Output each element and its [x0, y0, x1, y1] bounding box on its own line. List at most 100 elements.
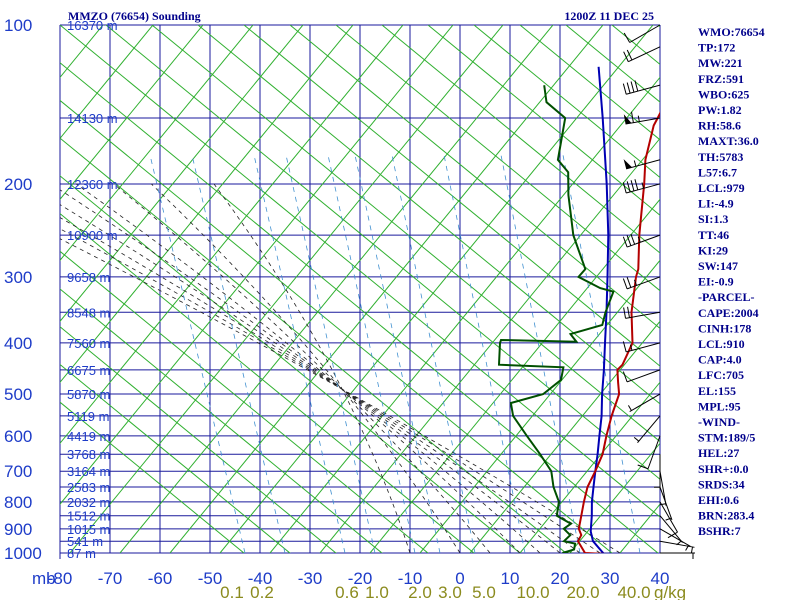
- pressure-tick-label: 900: [4, 520, 32, 539]
- temp-tick-label: 20: [551, 569, 570, 588]
- dry-adiabat: [60, 212, 475, 553]
- wind-barb-staff: [647, 435, 661, 469]
- mixing-ratio-line: [253, 154, 346, 553]
- wind-barb-feather: [622, 236, 628, 248]
- mixing-tick-label: 20.0: [566, 583, 599, 600]
- dry-adiabat: [269, 76, 660, 553]
- wind-barb-feather: [622, 182, 627, 194]
- index-value: EL:155: [698, 384, 736, 398]
- mixing-ratio-lines: [149, 154, 641, 553]
- index-value: LI:-4.9: [698, 197, 734, 211]
- moist-adiabat: [113, 183, 491, 553]
- mixing-ratio-line: [285, 154, 376, 553]
- dry-adiabat: [519, 25, 660, 141]
- temperature-trace: [576, 111, 660, 553]
- dry-adiabat: [60, 363, 291, 553]
- index-value: WBO:625: [698, 87, 749, 101]
- wind-barb-feather: [634, 179, 639, 191]
- dry-adiabat: [381, 25, 660, 254]
- dry-adiabat: [60, 25, 404, 445]
- wind-barb-feather: [623, 307, 627, 319]
- wind-barb-staff: [626, 276, 661, 290]
- wind-barb-half: [633, 279, 637, 286]
- wind-barb-staff: [626, 84, 661, 95]
- temp-tick-label: 30: [601, 569, 620, 588]
- wind-barb-feather: [622, 278, 628, 290]
- moist-adiabat: [75, 183, 521, 553]
- sounding-traces: [497, 66, 660, 553]
- index-value: TT:46: [698, 228, 729, 242]
- moist-adiabat: [60, 217, 581, 553]
- wind-barb-staff: [659, 471, 667, 506]
- wind-barb-feather: [623, 51, 629, 62]
- wind-barb-feather: [626, 82, 631, 94]
- dry-adiabat: [60, 326, 337, 553]
- wind-barb-feather: [622, 341, 627, 353]
- temp-tick-label: -70: [98, 569, 123, 588]
- mixing-ratio-line: [562, 154, 641, 553]
- height-label: 4419 m: [67, 429, 110, 444]
- dry-adiabat: [289, 25, 660, 330]
- pressure-tick-label: 500: [4, 385, 32, 404]
- index-value: CAPE:2004: [698, 306, 759, 320]
- mixing-ratio-line: [354, 154, 441, 553]
- temp-tick-label: 40: [651, 569, 670, 588]
- mixing-tick-label: 5.0: [472, 583, 496, 600]
- dry-adiabat: [69, 25, 504, 553]
- dry-adiabat: [60, 288, 383, 553]
- mixing-ratio-line: [191, 154, 286, 553]
- index-value: WMO:76654: [698, 25, 765, 39]
- dry-adiabat: [60, 137, 567, 553]
- wind-barb-half: [641, 182, 645, 189]
- wind-barb-half: [665, 517, 672, 521]
- wind-barb-flag: [623, 159, 632, 169]
- observation-time: 1200Z 11 DEC 25: [564, 9, 654, 23]
- wind-barb-half: [629, 344, 633, 351]
- parcel-trace: [589, 66, 610, 553]
- index-value: SI:1.3: [698, 212, 728, 226]
- index-value: -PARCEL-: [698, 290, 754, 304]
- temp-tick-label: -30: [298, 569, 323, 588]
- wind-barb-staff: [626, 234, 661, 248]
- wind-barb-feather: [626, 235, 632, 246]
- index-value: MAXT:36.0: [698, 134, 759, 148]
- dry-adiabat: [119, 25, 554, 553]
- dry-adiabat: [105, 25, 660, 480]
- wind-barb-half: [633, 160, 637, 167]
- wind-barb-staff: [637, 415, 661, 444]
- temp-tick-label: -20: [348, 569, 373, 588]
- index-value: CINH:178: [698, 321, 751, 335]
- pressure-tick-label: 800: [4, 493, 32, 512]
- wind-barb-staff: [625, 117, 661, 125]
- wind-barb-feather: [626, 49, 633, 61]
- index-value: BRN:283.4: [698, 509, 754, 523]
- moist-adiabat: [60, 238, 621, 553]
- dry-adiabat: [151, 25, 660, 443]
- wind-barb-half: [659, 503, 666, 506]
- wind-barb-feather: [630, 233, 636, 245]
- mixing-tick-label: 10.0: [516, 583, 549, 600]
- height-label: 3768 m: [67, 447, 110, 462]
- temp-tick-label: -50: [198, 569, 223, 588]
- height-label: 87 m: [67, 546, 96, 561]
- dry-adiabat: [369, 198, 660, 553]
- index-value: HEL:27: [698, 446, 739, 460]
- dewpoint-trace: [497, 85, 615, 553]
- dry-adiabat: [419, 259, 660, 553]
- wind-barb-flag: [623, 114, 632, 125]
- pressure-tick-label: 200: [4, 175, 32, 194]
- index-value: SHR+:0.0: [698, 462, 749, 476]
- wind-barb-staff: [628, 46, 661, 63]
- index-value: SRDS:34: [698, 477, 745, 491]
- dry-adiabat: [60, 99, 613, 553]
- dry-adiabat: [60, 175, 521, 553]
- index-value: TP:172: [698, 41, 735, 55]
- height-label: 5870 m: [67, 387, 110, 402]
- wind-barb-feather: [622, 371, 628, 383]
- wind-barb-half: [633, 436, 640, 442]
- wind-barb-staff: [626, 369, 661, 383]
- height-label: 9658 m: [67, 270, 110, 285]
- wind-barb-feather: [623, 32, 631, 43]
